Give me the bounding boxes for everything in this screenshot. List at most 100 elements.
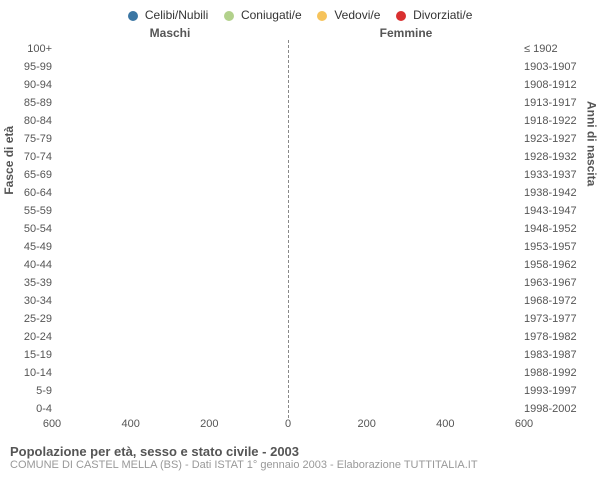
divorziati-swatch — [396, 11, 406, 21]
age-label: 30-34 — [8, 295, 56, 307]
male-bar-area — [56, 330, 288, 345]
birth-label: 1958-1962 — [520, 259, 592, 271]
age-label: 100+ — [8, 43, 56, 55]
legend-celibi: Celibi/Nubili — [128, 8, 209, 22]
male-bar-area — [56, 168, 288, 183]
birth-label: 1908-1912 — [520, 79, 592, 91]
age-row: 65-691933-1937 — [8, 166, 592, 184]
male-bar-area — [56, 186, 288, 201]
age-row: 30-34 1968-1972 — [8, 292, 592, 310]
female-bar-area — [288, 204, 520, 219]
male-bar-area — [56, 150, 288, 165]
female-bar-area — [288, 276, 520, 291]
birth-label: 1928-1932 — [520, 151, 592, 163]
male-bar-area — [56, 312, 288, 327]
female-bar-area — [288, 258, 520, 273]
female-bar-area — [288, 114, 520, 129]
x-tick: 400 — [436, 418, 454, 430]
female-bar-area — [288, 348, 520, 363]
male-bar-area — [56, 60, 288, 75]
male-bar-area — [56, 96, 288, 111]
female-bar-area — [288, 168, 520, 183]
birth-label: 1933-1937 — [520, 169, 592, 181]
birth-label: 1948-1952 — [520, 223, 592, 235]
legend: Celibi/Nubili Coniugati/e Vedovi/e Divor… — [0, 0, 600, 26]
birth-label: 1988-1992 — [520, 367, 592, 379]
age-row: 5-9 1993-1997 — [8, 382, 592, 400]
vedovi-swatch — [317, 11, 327, 21]
pyramid-chart: Maschi Femmine Fasce di età Anni di nasc… — [8, 26, 592, 436]
birth-label: 1963-1967 — [520, 277, 592, 289]
birth-label: ≤ 1902 — [520, 43, 592, 55]
male-bar-area — [56, 348, 288, 363]
coniugati-label: Coniugati/e — [241, 8, 302, 22]
birth-label: 1968-1972 — [520, 295, 592, 307]
age-row: 25-29 1973-1977 — [8, 310, 592, 328]
age-label: 0-4 — [8, 403, 56, 415]
age-row: 75-791923-1927 — [8, 130, 592, 148]
column-headers: Maschi Femmine — [8, 26, 592, 40]
age-label: 45-49 — [8, 241, 56, 253]
divorziati-label: Divorziati/e — [413, 8, 472, 22]
legend-coniugati: Coniugati/e — [224, 8, 302, 22]
x-tick: 200 — [200, 418, 218, 430]
age-row: 15-19 1983-1987 — [8, 346, 592, 364]
female-bar-area — [288, 96, 520, 111]
y-axis-right-title: Anni di nascita — [584, 101, 598, 186]
age-row: 10-141988-1992 — [8, 364, 592, 382]
age-label: 85-89 — [8, 97, 56, 109]
age-row: 40-44 1958-1962 — [8, 256, 592, 274]
age-row: 35-39 1963-1967 — [8, 274, 592, 292]
birth-label: 1953-1957 — [520, 241, 592, 253]
birth-label: 1993-1997 — [520, 385, 592, 397]
male-bar-area — [56, 384, 288, 399]
birth-label: 1973-1977 — [520, 313, 592, 325]
male-bar-area — [56, 276, 288, 291]
y-axis-left-title: Fasce di età — [2, 126, 16, 195]
celibi-swatch — [128, 11, 138, 21]
age-row: 70-741928-1932 — [8, 148, 592, 166]
male-bar-area — [56, 402, 288, 417]
age-row: 60-641938-1942 — [8, 184, 592, 202]
birth-label: 1983-1987 — [520, 349, 592, 361]
celibi-label: Celibi/Nubili — [145, 8, 208, 22]
female-bar-area — [288, 42, 520, 57]
age-row: 95-991903-1907 — [8, 58, 592, 76]
age-row: 90-94 1908-1912 — [8, 76, 592, 94]
male-bar-area — [56, 366, 288, 381]
female-bar-area — [288, 222, 520, 237]
birth-label: 1938-1942 — [520, 187, 592, 199]
birth-label: 1913-1917 — [520, 97, 592, 109]
female-header: Femmine — [288, 26, 524, 40]
female-bar-area — [288, 330, 520, 345]
female-bar-area — [288, 186, 520, 201]
female-bar-area — [288, 294, 520, 309]
age-row: 45-49 1953-1957 — [8, 238, 592, 256]
age-label: 35-39 — [8, 277, 56, 289]
female-bar-area — [288, 366, 520, 381]
age-label: 15-19 — [8, 349, 56, 361]
x-tick: 600 — [43, 418, 61, 430]
female-bar-area — [288, 240, 520, 255]
chart-title: Popolazione per età, sesso e stato civil… — [10, 444, 590, 459]
age-label: 95-99 — [8, 61, 56, 73]
x-tick: 400 — [121, 418, 139, 430]
age-label: 50-54 — [8, 223, 56, 235]
birth-label: 1978-1982 — [520, 331, 592, 343]
plot-area: Fasce di età Anni di nascita 100+≤ 19029… — [8, 40, 592, 418]
age-row: 80-841918-1922 — [8, 112, 592, 130]
x-axis: 6004002000 200400600 — [8, 418, 592, 436]
coniugati-swatch — [224, 11, 234, 21]
age-label: 90-94 — [8, 79, 56, 91]
male-bar-area — [56, 258, 288, 273]
male-bar-area — [56, 204, 288, 219]
female-bar-area — [288, 150, 520, 165]
female-bar-area — [288, 384, 520, 399]
vedovi-label: Vedovi/e — [334, 8, 380, 22]
male-bar-area — [56, 132, 288, 147]
age-label: 25-29 — [8, 313, 56, 325]
age-row: 20-241978-1982 — [8, 328, 592, 346]
male-bar-area — [56, 78, 288, 93]
age-label: 40-44 — [8, 259, 56, 271]
age-label: 5-9 — [8, 385, 56, 397]
